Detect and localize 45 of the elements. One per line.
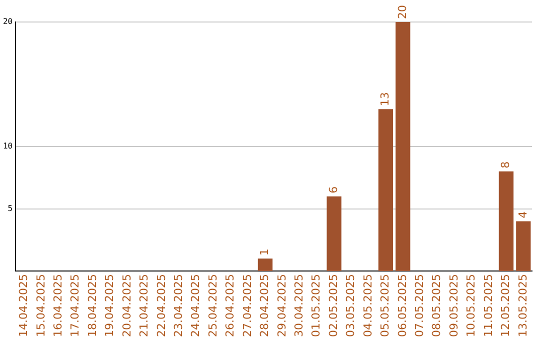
y-tick-label: 20 — [2, 17, 13, 26]
x-tick-label: 01.05.2025 — [310, 274, 323, 338]
x-tick-label: 08.05.2025 — [430, 274, 444, 338]
x-tick-label: 09.05.2025 — [447, 274, 460, 338]
x-tick-label: 12.05.2025 — [499, 274, 512, 338]
x-tick-label: 06.05.2025 — [396, 274, 409, 338]
x-tick-label: 05.05.2025 — [378, 274, 392, 338]
x-tick-label: 28.04.2025 — [258, 274, 272, 338]
data-label: 1 — [258, 248, 272, 256]
data-label: 13 — [378, 92, 392, 106]
y-tick-label: 5 — [8, 204, 13, 213]
x-tick-label: 26.04.2025 — [224, 274, 237, 338]
y-tick-label: 10 — [2, 142, 13, 151]
x-tick-label: 16.04.2025 — [52, 274, 65, 338]
x-tick-label: 07.05.2025 — [412, 274, 426, 338]
x-tick-label: 03.05.2025 — [344, 274, 358, 338]
x-tick-label: 30.04.2025 — [292, 274, 306, 338]
x-tick-label: 15.04.2025 — [34, 274, 48, 338]
x-tick-label: 13.05.2025 — [516, 274, 530, 338]
x-tick-label: 18.04.2025 — [86, 274, 99, 338]
x-tick-label: 11.05.2025 — [482, 274, 495, 338]
x-tick-label: 02.05.2025 — [326, 274, 340, 338]
x-tick-label: 29.04.2025 — [275, 274, 288, 338]
data-label: 6 — [326, 186, 340, 194]
x-tick-label: 04.05.2025 — [361, 274, 374, 338]
x-tick-label: 25.04.2025 — [206, 274, 220, 338]
bar — [396, 22, 410, 272]
bar — [378, 109, 394, 272]
x-tick-label: 20.04.2025 — [120, 274, 134, 338]
data-label: 4 — [516, 211, 530, 218]
x-tick-label: 19.04.2025 — [103, 274, 116, 338]
x-tick-label: 21.04.2025 — [138, 274, 151, 338]
x-tick-label: 23.04.2025 — [172, 274, 186, 338]
x-tick-label: 27.04.2025 — [240, 274, 254, 338]
x-tick-label: 24.04.2025 — [189, 274, 202, 338]
bar — [498, 171, 514, 272]
bar — [516, 221, 531, 272]
x-tick-label: 22.04.2025 — [154, 274, 168, 338]
data-label: 8 — [499, 161, 512, 168]
data-label: 20 — [396, 5, 409, 19]
x-tick-label: 17.04.2025 — [68, 274, 82, 338]
x-tick-label: 10.05.2025 — [464, 274, 478, 338]
x-tick-label: 14.04.2025 — [17, 274, 30, 338]
bar — [326, 196, 342, 272]
bar — [258, 258, 273, 272]
